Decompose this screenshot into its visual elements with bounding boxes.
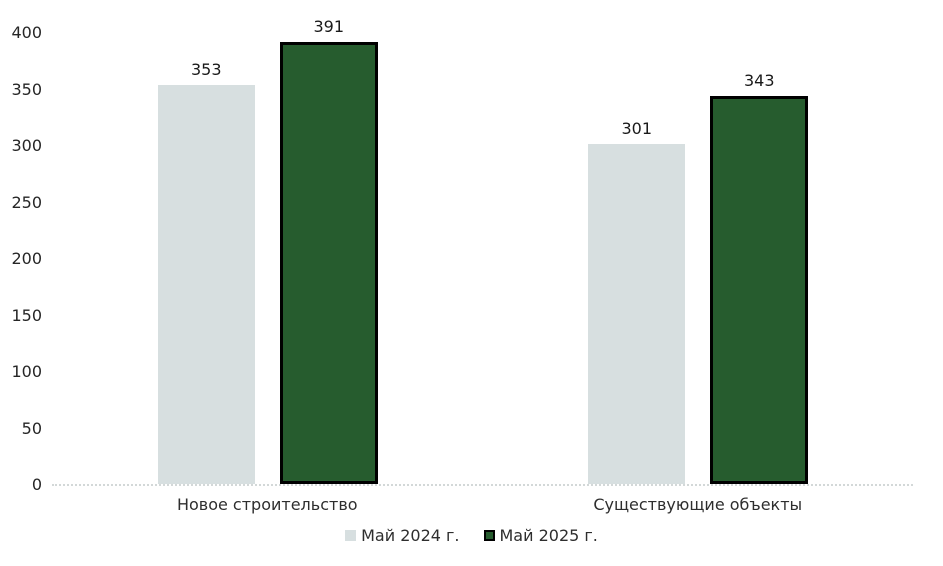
bar-series-1-category-2 — [588, 144, 686, 484]
y-tick-label: 50 — [21, 418, 42, 438]
legend-swatch-icon — [345, 530, 357, 541]
bar-value-label: 343 — [743, 71, 775, 90]
y-tick-label: 0 — [31, 475, 42, 494]
legend-item-1: Май 2024 г. — [345, 526, 460, 545]
legend: Май 2024 г. Май 2025 г. — [0, 526, 943, 545]
x-axis-line — [52, 484, 913, 486]
bar-series-2-category-1 — [279, 42, 378, 484]
bar-value-label: 353 — [190, 60, 222, 79]
bar-value-label: 391 — [313, 17, 345, 36]
bar-series-1-category-1 — [157, 85, 255, 484]
legend-label: Май 2024 г. — [361, 526, 460, 545]
bar-series-2-category-2 — [710, 96, 809, 484]
legend-item-2: Май 2025 г. — [483, 526, 598, 545]
y-tick-label: 300 — [11, 136, 42, 155]
y-tick-label: 150 — [11, 305, 42, 325]
y-tick-label: 100 — [11, 362, 42, 381]
bar-value-label: 301 — [621, 119, 653, 138]
y-tick-label: 200 — [11, 249, 42, 268]
category-label: Существующие объекты — [593, 495, 803, 514]
legend-label: Май 2025 г. — [499, 526, 598, 545]
y-tick-label: 350 — [11, 79, 42, 99]
y-tick-label: 250 — [11, 192, 42, 212]
legend-swatch-icon — [483, 530, 495, 541]
category-label: Новое строительство — [176, 495, 358, 514]
y-tick-label: 400 — [11, 23, 42, 42]
